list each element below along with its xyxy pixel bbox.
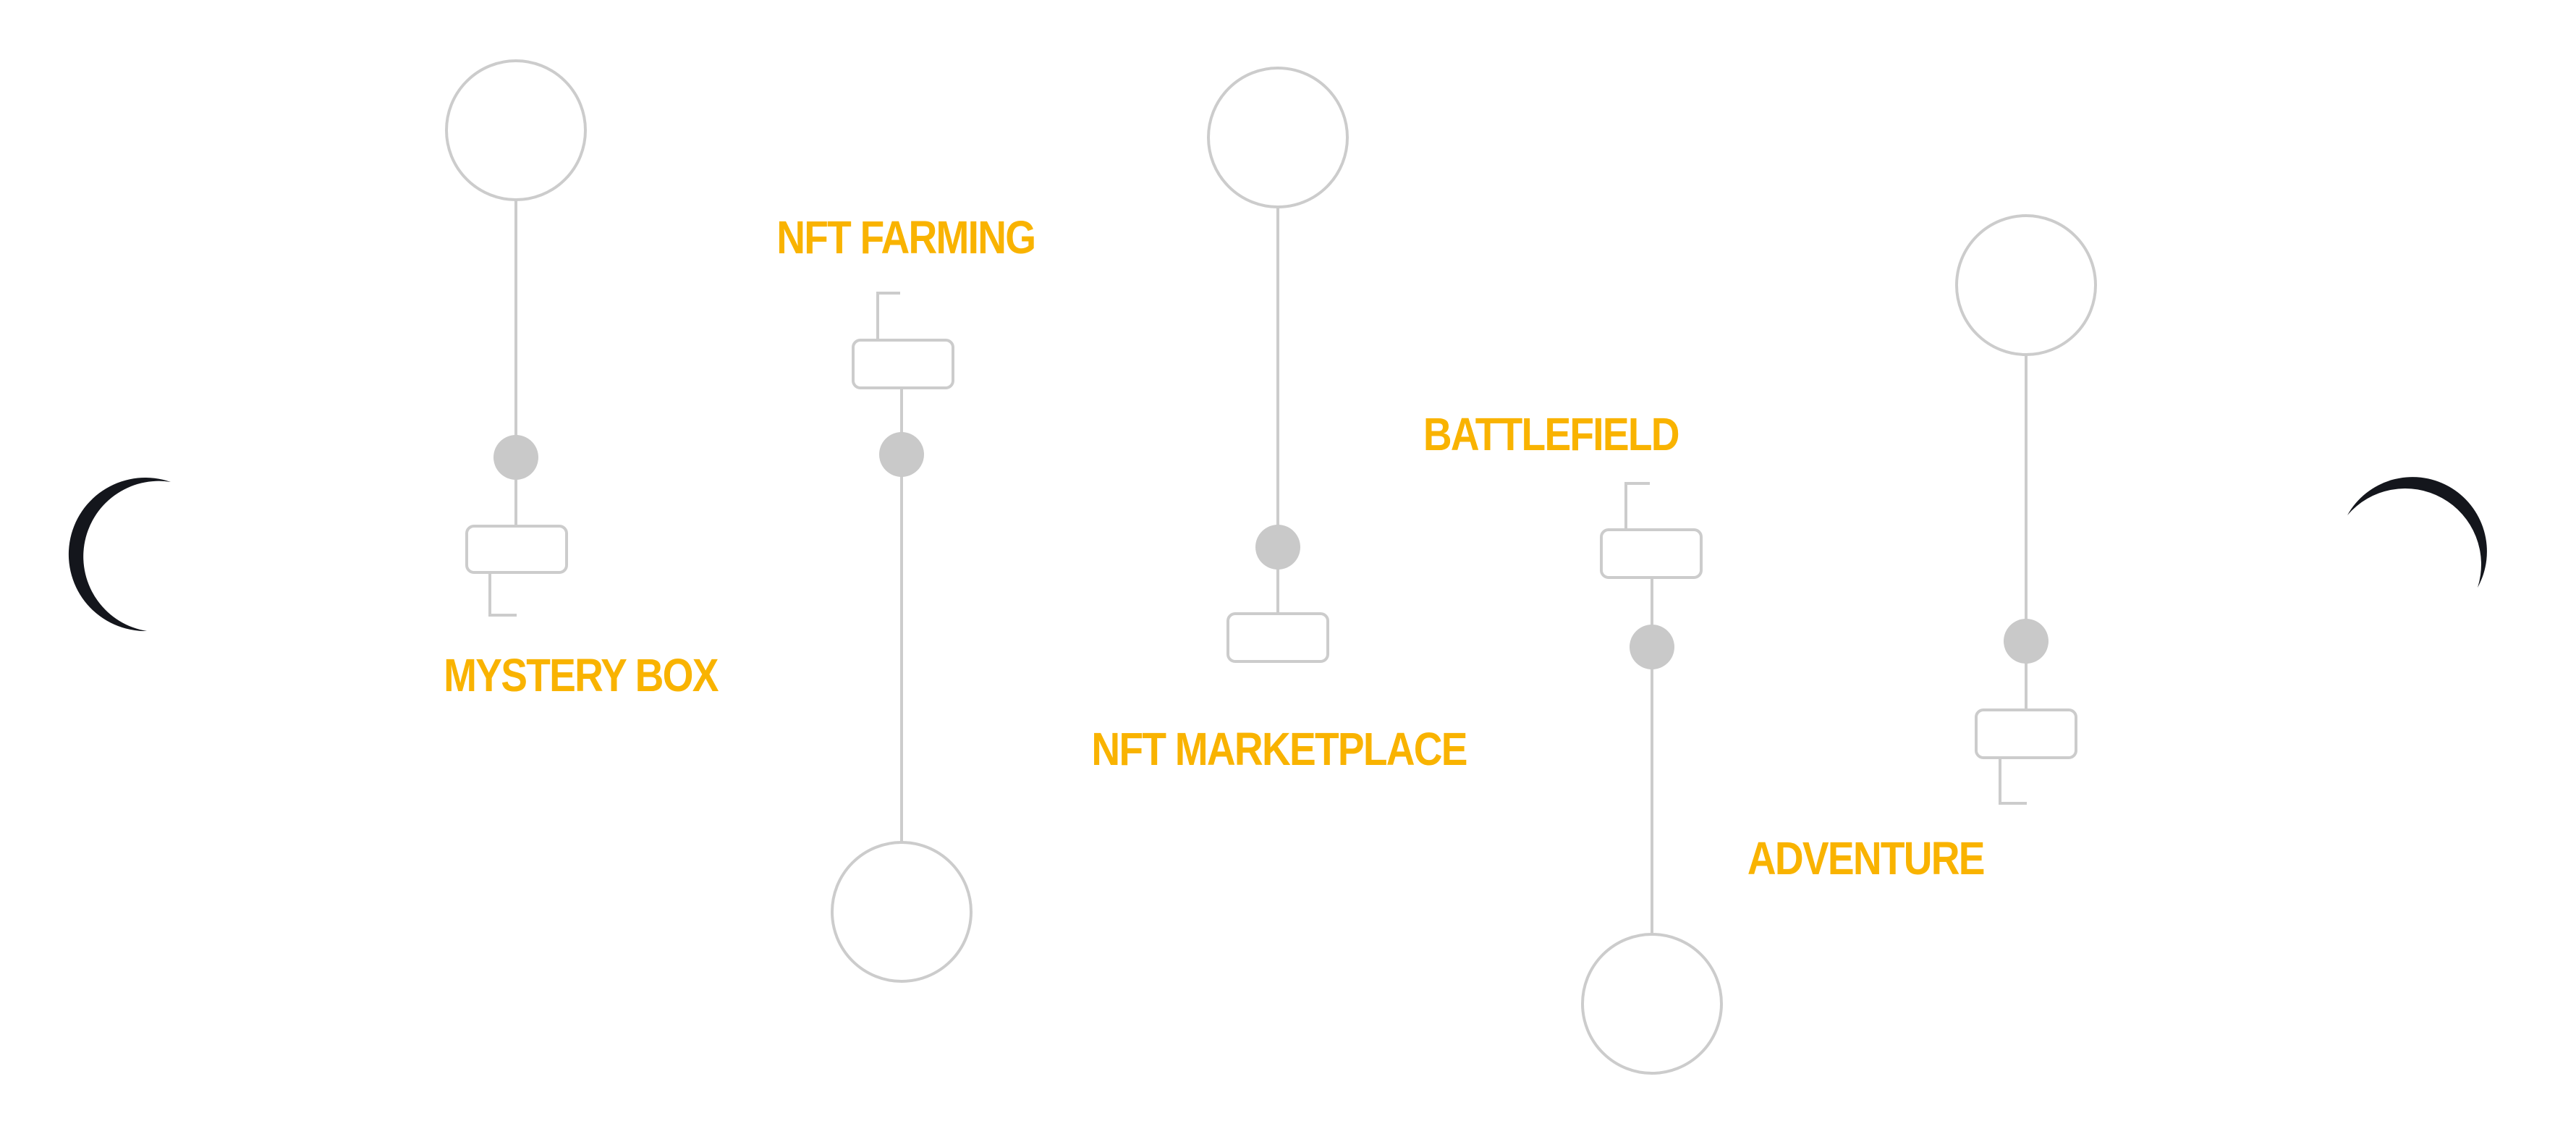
label-tab — [852, 339, 954, 389]
feature-label-mystery-box: MYSTERY BOX — [444, 649, 719, 701]
feature-image-frame — [1955, 214, 2097, 356]
feature-image-frame — [1207, 67, 1349, 208]
chevron-left-crescent-icon[interactable] — [68, 478, 171, 632]
chevron-right-crescent-icon[interactable] — [2347, 477, 2487, 588]
feature-nft-farming: NFT FARMING — [776, 211, 1036, 983]
feature-label-adventure: ADVENTURE — [1747, 832, 1984, 884]
feature-label-battlefield: BATTLEFIELD — [1423, 408, 1679, 460]
node-dot — [1255, 525, 1300, 570]
feature-image-frame — [831, 841, 973, 983]
label-bracket — [1999, 758, 2027, 805]
node-dot — [493, 435, 538, 480]
node-dot — [1630, 625, 1674, 669]
label-bracket — [876, 292, 900, 342]
feature-label-nft-marketplace: NFT MARKETPLACE — [1091, 723, 1466, 775]
next-button[interactable] — [2347, 477, 2487, 588]
feature-image-frame — [1581, 933, 1723, 1075]
label-tab — [1975, 708, 2077, 759]
feature-battlefield: BATTLEFIELD — [1423, 408, 1723, 1075]
label-tab — [1226, 612, 1329, 663]
label-tab — [1600, 528, 1703, 579]
label-bracket — [1624, 482, 1650, 531]
prev-button[interactable] — [68, 478, 171, 632]
feature-label-nft-farming: NFT FARMING — [776, 211, 1035, 263]
feature-mystery-box: MYSTERY BOX — [444, 59, 720, 701]
label-tab — [465, 525, 568, 574]
feature-adventure: ADVENTURE — [1747, 214, 2097, 884]
node-dot — [2004, 619, 2048, 664]
label-bracket — [488, 572, 517, 617]
node-dot — [879, 432, 924, 477]
feature-image-frame — [445, 59, 587, 201]
feature-nft-marketplace: NFT MARKETPLACE — [1091, 67, 1468, 775]
